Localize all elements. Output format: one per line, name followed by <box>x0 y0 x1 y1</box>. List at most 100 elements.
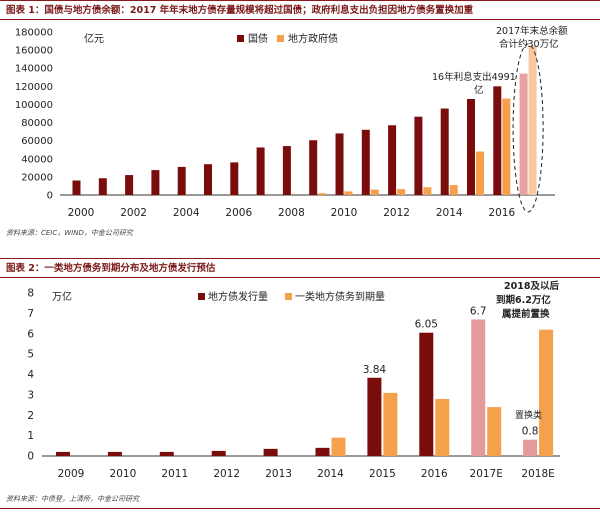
x-tick-label: 2017E <box>470 468 503 480</box>
bar-issuance-2018E <box>523 439 538 456</box>
legend-label-issuance: 地方债发行量 <box>208 290 268 303</box>
bar-guozhai-2000 <box>72 180 81 195</box>
y-tick-label: 7 <box>27 308 34 320</box>
bar-difangzhai-2015 <box>476 151 484 195</box>
bar-difangzhai-2011 <box>370 189 379 195</box>
y-tick-label: 140000 <box>15 64 53 75</box>
x-tick-label: 2016 <box>488 207 515 219</box>
legend-swatch-difangzhai <box>277 35 284 42</box>
y-tick-label: 6 <box>27 328 34 340</box>
x-tick-label: 2014 <box>436 207 463 219</box>
y-tick-label: 160000 <box>15 46 53 57</box>
bar-maturity-2017E <box>487 407 502 456</box>
bar-guozhai-2014 <box>440 108 449 195</box>
y-tick-label: 4 <box>27 369 34 381</box>
bar-difangzhai-2012 <box>397 189 406 195</box>
data-label: 0.8 <box>522 426 539 438</box>
bar-difangzhai-2009 <box>318 193 327 195</box>
data-label: 6.05 <box>415 319 438 331</box>
bottom-rule <box>0 508 600 509</box>
annotation-interest-line1: 16年利息支出4991 <box>432 71 516 83</box>
bar-issuance-2013 <box>263 448 278 456</box>
x-tick-label: 2000 <box>68 207 95 219</box>
bar-guozhai-2004 <box>177 166 186 195</box>
bar-issuance-2012 <box>211 450 226 456</box>
bar-guozhai-2005 <box>204 164 212 195</box>
bar-guozhai-2013 <box>414 116 423 195</box>
x-tick-label: 2008 <box>278 207 305 219</box>
bar-maturity-2014 <box>331 437 346 456</box>
bar-guozhai-2010 <box>335 133 344 195</box>
bar-maturity-2018E <box>539 329 554 456</box>
legend-label-maturity: 一类地方债务到期量 <box>295 290 385 303</box>
bar-issuance-2015 <box>367 377 382 456</box>
y-tick-label: 20000 <box>21 172 53 183</box>
annotation-interest-line2: 亿 <box>474 84 484 96</box>
y-tick-label: 5 <box>27 349 34 361</box>
bar-issuance-2011 <box>159 451 174 456</box>
bar-maturity-2015 <box>383 392 398 456</box>
annotation-prepay-line3: 属提前置换 <box>502 308 550 320</box>
bar-difangzhai-2010 <box>344 191 353 195</box>
y-tick-label: 0 <box>47 191 53 202</box>
y-tick-label: 100000 <box>15 100 53 111</box>
legend-swatch-guozhai <box>237 35 244 42</box>
bar-issuance-2016 <box>419 332 434 456</box>
bar-issuance-2017E <box>471 319 486 456</box>
y-axis-unit: 万亿 <box>52 290 72 303</box>
bar-maturity-2016 <box>435 398 450 456</box>
bar-difangzhai-2014 <box>449 185 458 195</box>
bar-guozhai-2006 <box>230 162 239 195</box>
y-axis-unit: 亿元 <box>84 32 104 45</box>
bar-issuance-2010 <box>107 451 122 456</box>
annotation-prepay-line1: 2018及以后 <box>504 280 559 292</box>
annotation-replacement: 置换类 <box>515 409 542 421</box>
annotation-prepay-line2: 到期6.2万亿 <box>496 294 551 306</box>
x-tick-label: 2002 <box>120 207 147 219</box>
y-tick-label: 60000 <box>21 136 53 147</box>
bar-guozhai-2016 <box>493 86 502 195</box>
chart2-svg: 0 1 2 3 4 5 6 7 8 万亿 2009 2010 2011 2012 2013 2014 2015 3… <box>27 280 560 480</box>
x-tick-label: 2004 <box>173 207 200 219</box>
chart2-source: 资料来源：中债登，上清所，中金公司研究 <box>6 495 139 503</box>
bar-guozhai-2017 <box>519 73 528 195</box>
y-tick-label: 2 <box>27 410 34 422</box>
bar-issuance-2009 <box>56 451 70 456</box>
bar-guozhai-2015 <box>467 99 475 195</box>
x-tick-label: 2010 <box>110 468 137 480</box>
chart1-source: 资料来源：CEIC，WIND，中金公司研究 <box>6 229 133 237</box>
y-tick-label: 40000 <box>21 154 53 165</box>
bar-difangzhai-2013 <box>423 187 432 195</box>
y-tick-label: 0 <box>27 451 34 463</box>
bar-difangzhai-2017 <box>528 45 537 195</box>
y-tick-label: 180000 <box>15 28 53 39</box>
x-tick-label: 2015 <box>369 468 396 480</box>
x-tick-label: 2018E <box>521 468 554 480</box>
annotation-total-line1: 2017年末总余额 <box>496 25 568 37</box>
x-tick-label: 2013 <box>265 468 292 480</box>
bar-guozhai-2009 <box>309 140 318 195</box>
bar-guozhai-2007 <box>256 147 265 195</box>
x-tick-label: 2010 <box>331 207 358 219</box>
x-tick-label: 2016 <box>421 468 448 480</box>
bar-guozhai-2003 <box>151 170 160 195</box>
x-tick-label: 2014 <box>317 468 344 480</box>
y-tick-label: 3 <box>27 389 34 401</box>
legend-label-difangzhai: 地方政府债 <box>288 32 338 45</box>
bar-guozhai-2002 <box>125 175 134 195</box>
x-tick-label: 2006 <box>225 207 252 219</box>
bar-issuance-2014 <box>315 447 330 456</box>
legend-swatch-maturity <box>285 293 292 300</box>
bar-guozhai-2012 <box>388 125 397 195</box>
legend-label-guozhai: 国债 <box>248 32 268 45</box>
bar-difangzhai-2016 <box>502 98 511 195</box>
highlight-ellipse <box>512 43 544 213</box>
bar-guozhai-2011 <box>361 129 370 195</box>
chart2-title: 图表 2：一类地方债务到期分布及地方债发行预估 <box>0 258 600 278</box>
bar-guozhai-2001 <box>98 178 107 195</box>
y-tick-label: 1 <box>27 430 34 442</box>
data-label: 6.7 <box>470 305 487 317</box>
x-tick-label: 2011 <box>161 468 188 480</box>
data-label: 3.84 <box>363 364 387 376</box>
y-tick-label: 8 <box>27 288 34 300</box>
